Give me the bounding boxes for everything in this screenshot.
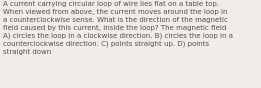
Text: A current carrying circular loop of wire lies flat on a table top.
When viewed f: A current carrying circular loop of wire… xyxy=(3,1,233,55)
